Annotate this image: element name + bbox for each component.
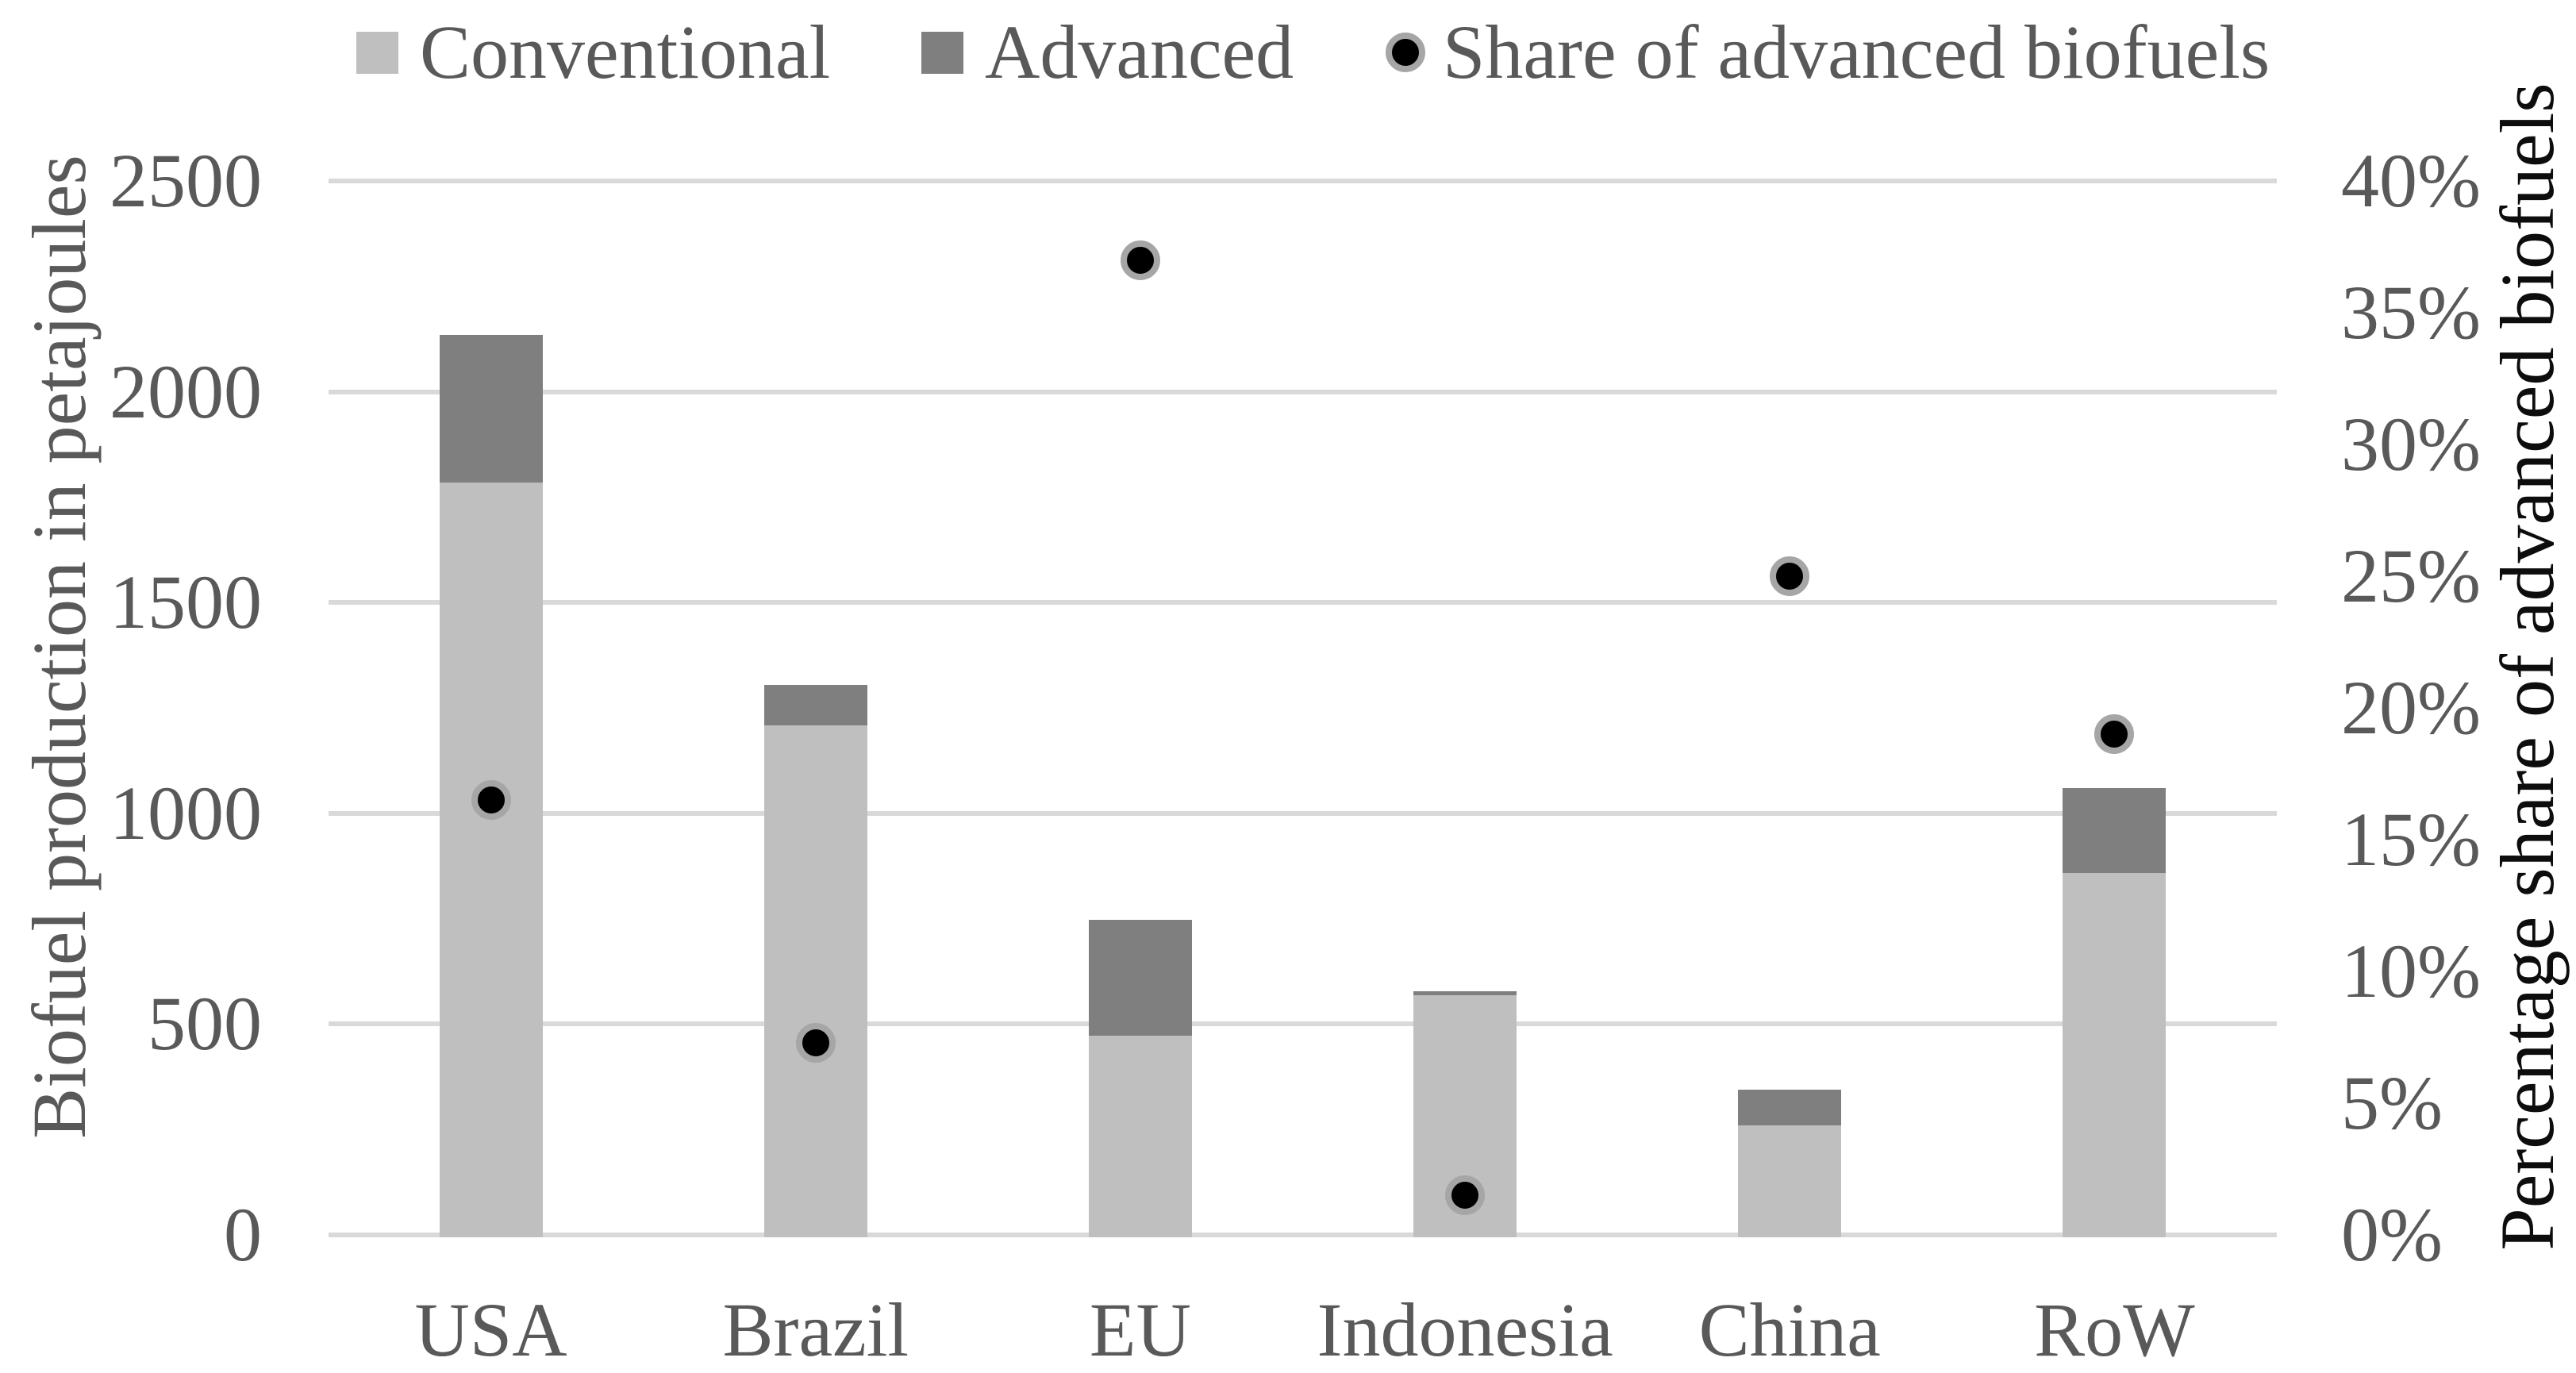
right-axis-title: Percentage share of advanced biofuels xyxy=(2485,83,2570,1251)
conventional-swatch-icon xyxy=(356,31,398,74)
gridline-1500 xyxy=(329,600,2277,606)
bar-advanced-Indonesia xyxy=(1413,991,1517,996)
x-axis-label-Brazil: Brazil xyxy=(722,1287,909,1372)
right-axis-tick-20%: 20% xyxy=(2341,665,2481,750)
right-axis-tick-35%: 35% xyxy=(2341,270,2481,355)
left-axis-tick-1500: 1500 xyxy=(110,560,262,645)
legend-item-share-of-advanced-biofuels: Share of advanced biofuels xyxy=(1386,11,2270,94)
x-axis-label-USA: USA xyxy=(414,1287,567,1372)
bar-advanced-RoW xyxy=(2063,788,2167,873)
gridline-2000 xyxy=(329,389,2277,394)
left-axis-tick-2000: 2000 xyxy=(110,348,262,434)
bar-conventional-China xyxy=(1738,1125,1842,1237)
left-axis-tick-2500: 2500 xyxy=(110,138,262,223)
share-dot-China xyxy=(1770,556,1810,596)
right-axis-tick-25%: 25% xyxy=(2341,533,2481,618)
legend-label-advanced: Advanced xyxy=(985,10,1294,94)
share-dot-RoW xyxy=(2094,714,2135,755)
right-axis-tick-40%: 40% xyxy=(2341,138,2481,223)
share-dot-USA xyxy=(471,780,511,821)
right-axis-tick-0%: 0% xyxy=(2341,1192,2443,1277)
bar-conventional-Brazil xyxy=(763,725,867,1237)
x-axis-label-EU: EU xyxy=(1089,1287,1191,1372)
gridline-500 xyxy=(329,1021,2277,1027)
bar-advanced-China xyxy=(1738,1090,1842,1126)
legend-label-conventional: Conventional xyxy=(420,10,831,94)
share-dot-Brazil xyxy=(795,1022,836,1063)
x-axis-label-RoW: RoW xyxy=(2034,1287,2195,1372)
share-dot-EU xyxy=(1120,240,1160,280)
gridline-2500 xyxy=(329,179,2277,183)
right-axis-tick-30%: 30% xyxy=(2341,402,2481,487)
right-axis-tick-10%: 10% xyxy=(2341,929,2481,1013)
left-axis-tick-0: 0 xyxy=(224,1192,262,1277)
legend-item-advanced: Advanced xyxy=(921,11,1294,94)
bar-conventional-RoW xyxy=(2063,872,2167,1237)
bar-conventional-USA xyxy=(439,483,543,1237)
x-axis-label-Indonesia: Indonesia xyxy=(1317,1287,1613,1372)
advanced-swatch-icon xyxy=(921,31,963,74)
bar-advanced-EU xyxy=(1088,920,1192,1036)
right-axis-tick-15%: 15% xyxy=(2341,797,2481,882)
share-dot-swatch-icon xyxy=(1386,33,1425,72)
share-dot-Indonesia xyxy=(1445,1175,1486,1216)
right-axis-tick-5%: 5% xyxy=(2341,1060,2443,1145)
gridline-0 xyxy=(329,1233,2277,1237)
bar-conventional-EU xyxy=(1088,1036,1192,1237)
legend-item-conventional: Conventional xyxy=(356,11,830,94)
bar-advanced-Brazil xyxy=(763,685,867,725)
gridline-1000 xyxy=(329,810,2277,816)
x-axis-label-China: China xyxy=(1698,1287,1881,1372)
legend-label-share: Share of advanced biofuels xyxy=(1443,10,2270,94)
bar-advanced-USA xyxy=(439,335,543,483)
left-axis-tick-500: 500 xyxy=(148,981,262,1067)
left-axis-tick-1000: 1000 xyxy=(110,770,262,856)
